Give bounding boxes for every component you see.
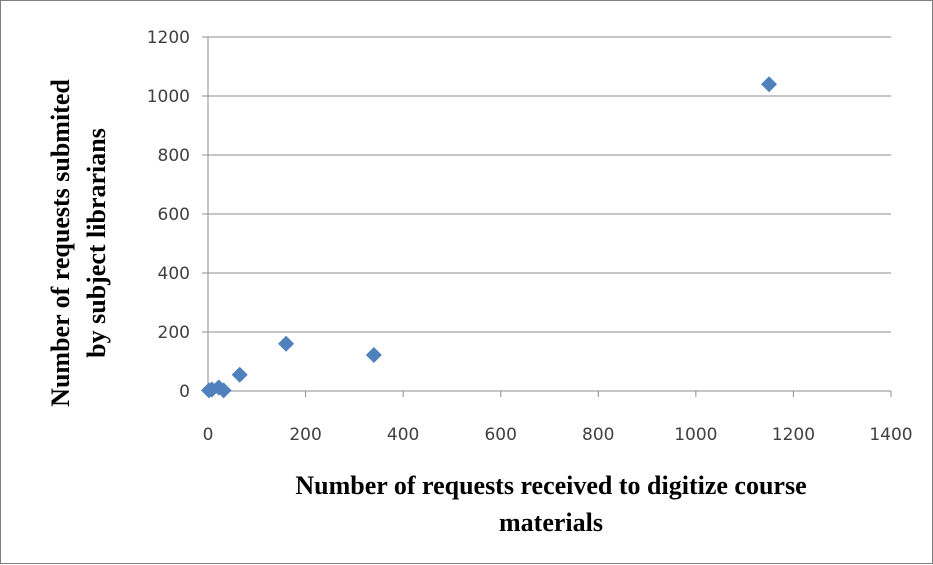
axes	[202, 36, 892, 397]
data-point-7	[365, 347, 382, 364]
data-point-8	[761, 76, 778, 93]
x-tick-label-1200: 1200	[772, 425, 815, 445]
data-point-4	[215, 382, 232, 399]
y-tick-label-400: 400	[158, 264, 190, 284]
y-tick-label-800: 800	[158, 146, 190, 166]
gridlines	[208, 36, 891, 333]
y-axis-title-line-2: by subject librarians	[82, 128, 111, 358]
x-tick-label-200: 200	[289, 425, 321, 445]
x-tick-label-400: 400	[387, 425, 419, 445]
x-tick-label-1400: 1400	[869, 425, 912, 445]
y-axis-title: Number of requests submited by subject l…	[46, 79, 111, 407]
x-axis-title-line-2: materials	[499, 508, 603, 537]
data-point-6	[278, 335, 295, 352]
y-tick-label-1200: 1200	[147, 28, 190, 48]
x-tick-label-800: 800	[582, 425, 614, 445]
y-tick-label-200: 200	[158, 323, 190, 343]
y-tick-label-0: 0	[179, 382, 190, 402]
data-points	[200, 76, 778, 399]
y-tick-labels: 0 200 400 600 800 1000 1200	[147, 28, 190, 402]
x-tick-labels: 0 200 400 600 800 1000 1200 1400	[203, 425, 913, 445]
y-tick-label-600: 600	[158, 205, 190, 225]
data-point-5	[231, 366, 248, 383]
y-tick-label-1000: 1000	[147, 87, 190, 107]
x-tick-label-1000: 1000	[674, 425, 717, 445]
x-tick-label-600: 600	[484, 425, 516, 445]
y-axis-title-line-1: Number of requests submited	[46, 79, 75, 407]
x-axis-title-line-1: Number of requests received to digitize …	[295, 471, 806, 500]
x-tick-label-0: 0	[203, 425, 214, 445]
